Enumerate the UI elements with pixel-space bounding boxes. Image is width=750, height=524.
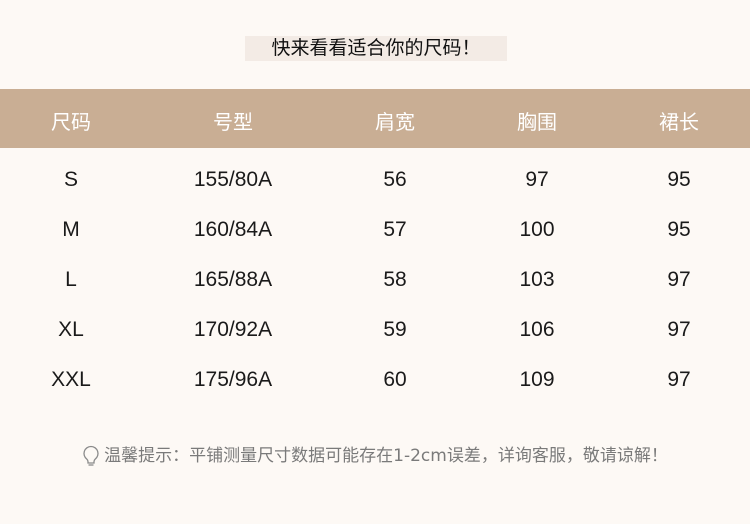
lightbulb-icon — [83, 445, 99, 466]
header-size: 尺码 — [51, 110, 91, 134]
cell-model: 165/88A — [193, 268, 273, 291]
cell-length: 95 — [667, 168, 691, 191]
cell-length: 97 — [667, 318, 691, 341]
cell-model: 175/96A — [193, 368, 273, 391]
cell-shoulder: 58 — [383, 268, 407, 291]
cell-size: XXL — [51, 368, 91, 391]
cell-size: XL — [58, 318, 84, 341]
cell-chest: 109 — [519, 368, 555, 391]
table-row: XXL 175/96A 60 109 97 — [0, 368, 750, 418]
footer-note: 温馨提示：平铺测量尺寸数据可能存在1-2cm误差，详询客服，敬请谅解！ — [0, 444, 750, 468]
cell-chest: 100 — [519, 218, 555, 241]
table-row: XL 170/92A 59 106 97 — [0, 318, 750, 368]
cell-size: S — [63, 168, 78, 191]
header-model: 号型 — [213, 110, 253, 134]
table-row: S 155/80A 56 97 95 — [0, 168, 750, 218]
cell-shoulder: 59 — [383, 318, 407, 341]
table-header: 尺码 号型 肩宽 胸围 裙长 — [0, 89, 750, 148]
cell-length: 97 — [667, 268, 691, 291]
page-title: 快来看看适合你的尺码！ — [245, 36, 507, 61]
header-length: 裙长 — [659, 110, 699, 134]
cell-model: 170/92A — [193, 318, 273, 341]
cell-shoulder: 60 — [383, 368, 407, 391]
cell-size: L — [65, 268, 77, 291]
table-row: M 160/84A 57 100 95 — [0, 218, 750, 268]
cell-chest: 106 — [519, 318, 555, 341]
cell-length: 95 — [667, 218, 691, 241]
footer-text: 温馨提示：平铺测量尺寸数据可能存在1-2cm误差，详询客服，敬请谅解！ — [104, 446, 668, 466]
cell-size: M — [62, 218, 80, 241]
cell-model: 155/80A — [193, 168, 273, 191]
cell-chest: 97 — [525, 168, 549, 191]
cell-shoulder: 57 — [383, 218, 407, 241]
cell-shoulder: 56 — [383, 168, 407, 191]
cell-chest: 103 — [519, 268, 555, 291]
cell-length: 97 — [667, 368, 691, 391]
cell-model: 160/84A — [193, 218, 273, 241]
header-chest: 胸围 — [517, 110, 557, 134]
table-row: L 165/88A 58 103 97 — [0, 268, 750, 318]
header-shoulder: 肩宽 — [375, 110, 415, 134]
